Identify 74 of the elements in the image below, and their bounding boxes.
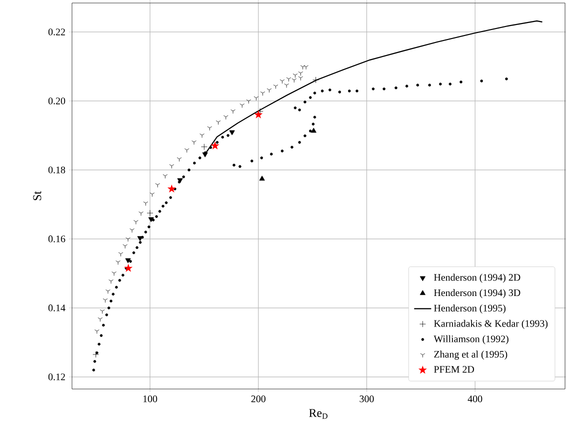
point (201, 144, 208, 150)
legend-label: Karniadakis & Kedar (1993) (434, 320, 548, 329)
point (137, 236, 143, 242)
point (138, 212, 144, 216)
point (246, 99, 252, 104)
legend-label: Zhang et al (1995) (434, 350, 508, 360)
point (284, 84, 289, 88)
point (92, 351, 100, 358)
point (125, 258, 131, 264)
legend-label: Henderson (1994) 2D (434, 274, 520, 283)
legend-label: Henderson (1995) (434, 304, 506, 314)
y-tick-label: 0.12 (48, 374, 65, 380)
point (150, 192, 155, 197)
point (184, 148, 190, 153)
point (292, 78, 297, 83)
point (273, 84, 278, 89)
point (177, 178, 183, 184)
point (148, 217, 154, 222)
point (155, 183, 160, 188)
point (292, 74, 298, 78)
point (124, 264, 133, 272)
point (169, 164, 174, 169)
point (176, 157, 182, 162)
x-tick-label: 400 (468, 396, 482, 402)
point (216, 120, 221, 125)
point (98, 317, 103, 322)
legend-label: PFEM 2D (434, 366, 474, 373)
x-tick-label: 100 (143, 396, 158, 402)
point (240, 104, 245, 108)
point (116, 260, 120, 265)
point (162, 174, 168, 179)
y-tick-label: 0.22 (48, 28, 65, 36)
point (200, 134, 204, 138)
y-tick-label: 0.16 (48, 236, 66, 242)
y-tick-label: 0.14 (48, 304, 66, 312)
point (102, 298, 108, 303)
point (286, 77, 292, 82)
point (108, 280, 114, 284)
point (254, 96, 259, 101)
x-axis-title: Re$_{D}$ (309, 409, 328, 419)
point (118, 252, 124, 257)
point (126, 237, 130, 242)
point (192, 140, 196, 145)
point (146, 210, 154, 216)
point (254, 110, 263, 118)
point (94, 330, 100, 334)
legend-label: Henderson (1994) 3D (434, 289, 520, 298)
point (112, 272, 116, 276)
point (100, 310, 105, 314)
point (207, 126, 212, 131)
y-axis-title: St (33, 191, 42, 200)
point (310, 128, 316, 133)
legend-label: Williamson (1992) (434, 335, 508, 344)
point (259, 176, 265, 181)
point (130, 228, 134, 233)
point (122, 244, 128, 249)
point (280, 79, 285, 84)
point (304, 65, 308, 70)
point (312, 76, 319, 84)
point (143, 202, 148, 206)
point (230, 109, 236, 114)
point (266, 88, 272, 93)
x-tick-label: 300 (360, 396, 374, 402)
point (223, 115, 228, 120)
point (133, 220, 138, 224)
y-tick-label: 0.20 (48, 98, 66, 104)
point (300, 65, 306, 70)
point (210, 141, 220, 150)
point (256, 108, 264, 114)
x-tick-label: 200 (251, 396, 266, 402)
point (106, 290, 110, 294)
point (260, 92, 266, 96)
y-tick-label: 0.18 (48, 166, 66, 174)
point (167, 184, 176, 193)
